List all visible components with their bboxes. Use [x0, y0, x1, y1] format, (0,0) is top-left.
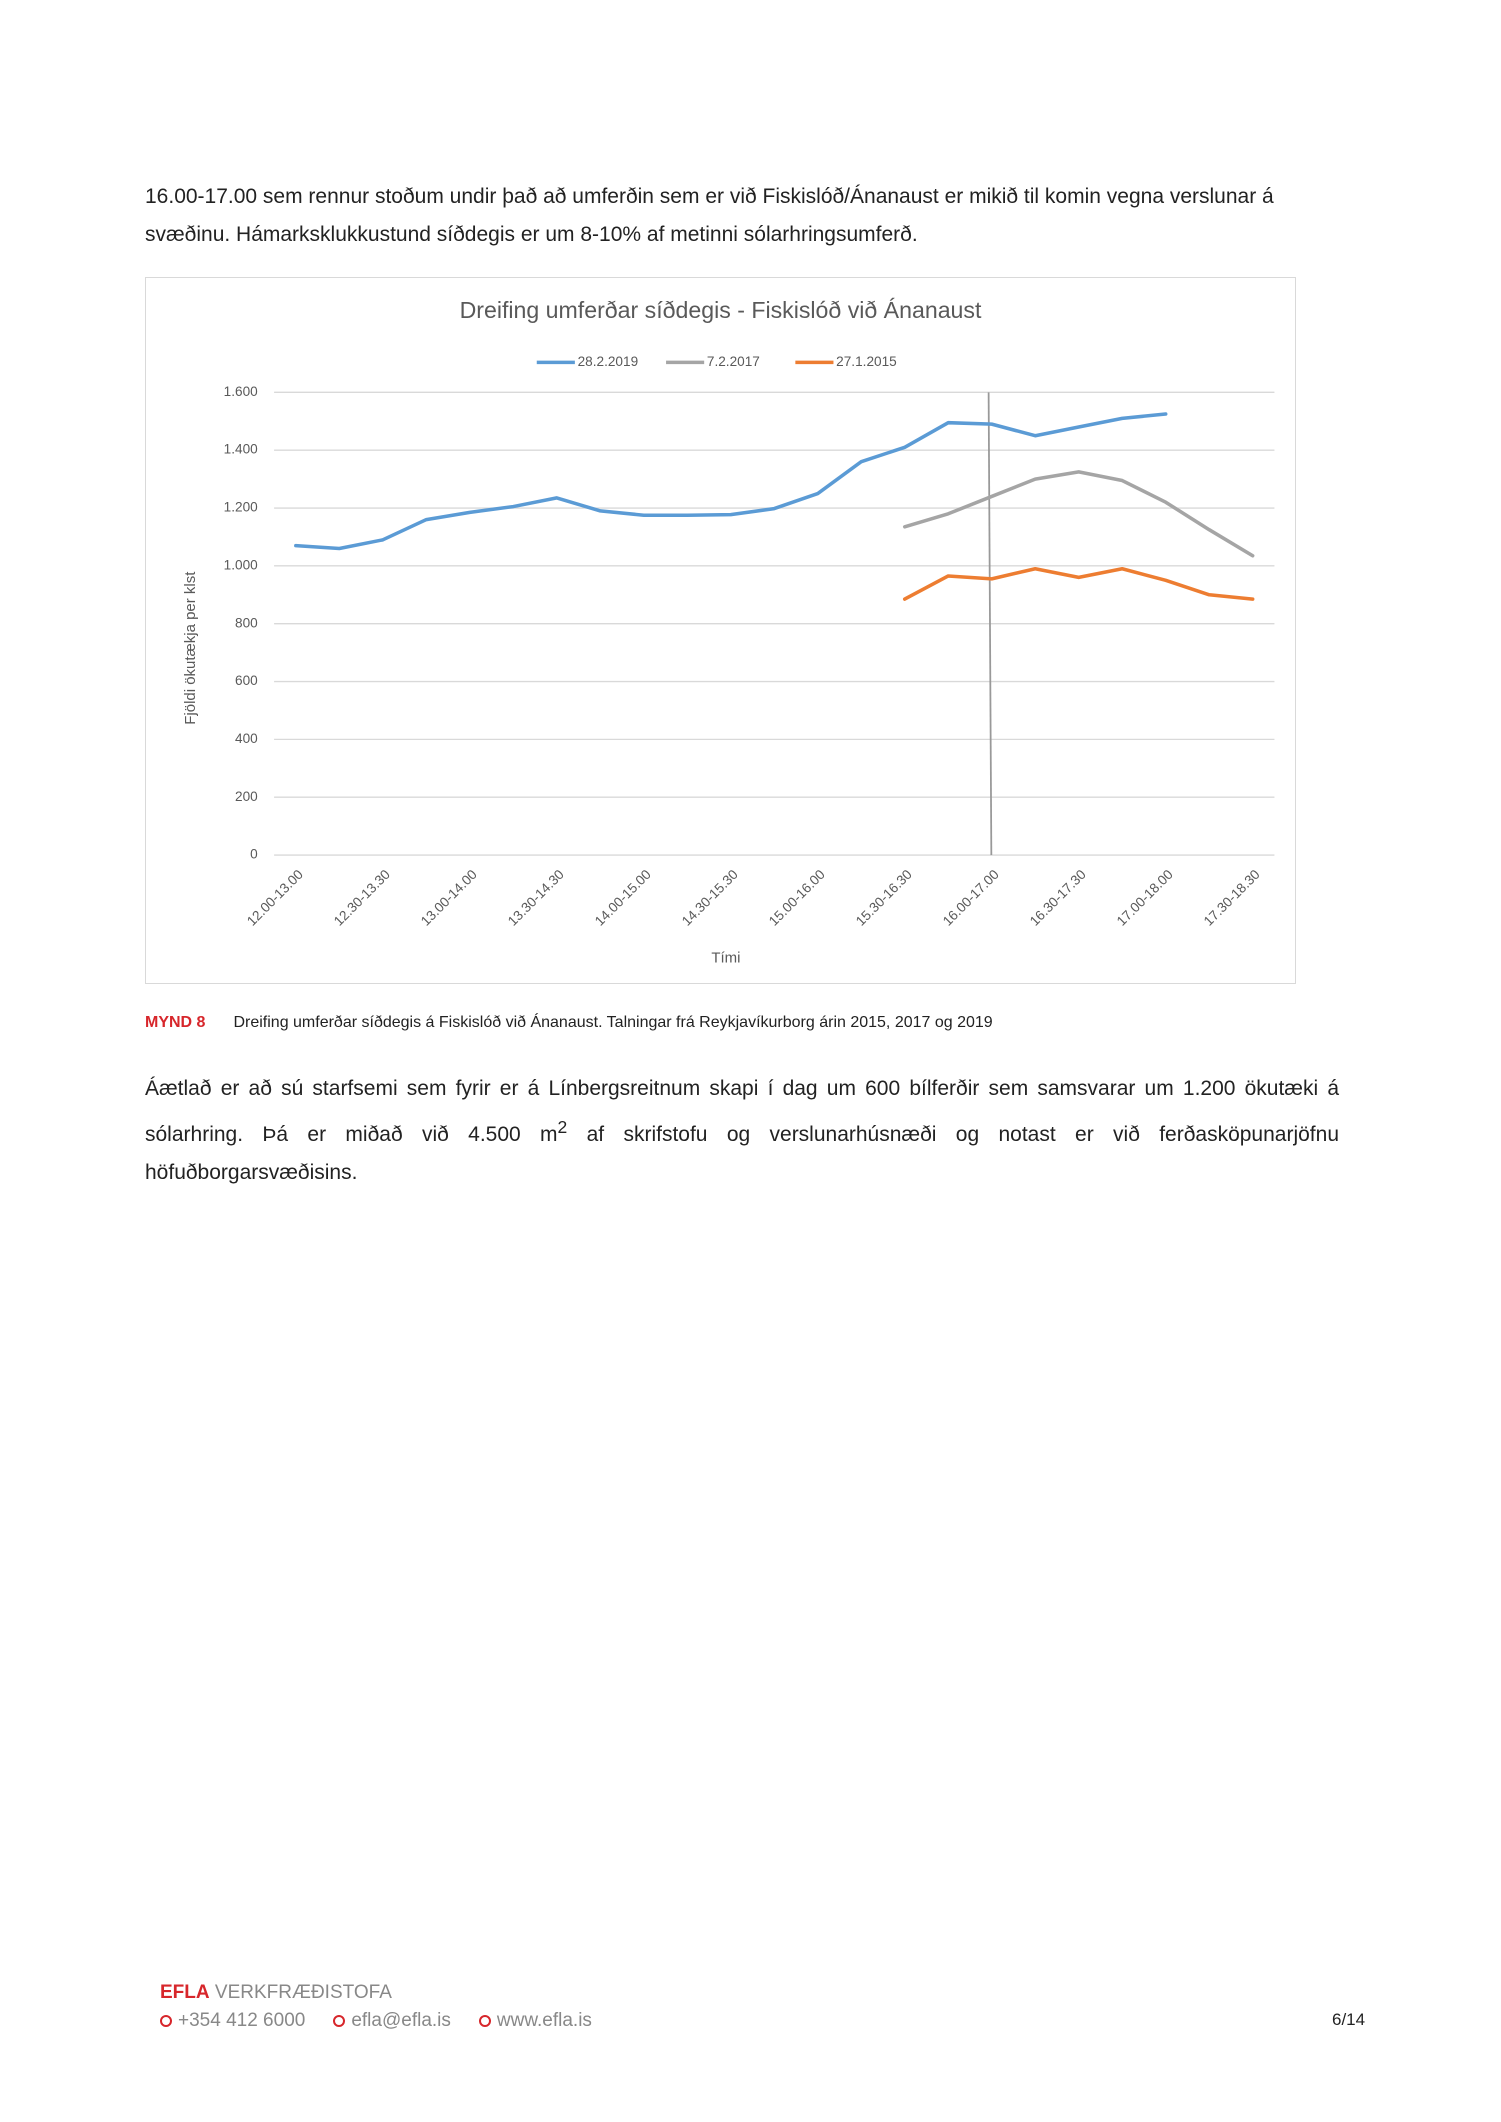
footer-brand: EFLA: [160, 1982, 210, 2003]
paragraph: Áætlað er að sú starfsemi sem fyrir er á…: [145, 1070, 1339, 1192]
y-tick-label: 0: [250, 847, 258, 862]
series-line: [294, 412, 1168, 551]
footer-email: efla@efla.is: [351, 2010, 451, 2031]
x-tick-label: 15.30-16.30: [853, 867, 915, 929]
y-axis-label: Fjöldi ökutækja per klst: [182, 571, 199, 725]
grid: 0 200 400 600 800 1.000 1.200 1.400 1.600 12.00-1…: [224, 384, 1275, 929]
web-icon: [478, 2015, 491, 2027]
legend-label: 7.2.2017: [707, 354, 760, 369]
legend-label: 27.1.2015: [836, 354, 897, 369]
y-tick-label: 1.400: [224, 442, 258, 457]
x-tick-label: 12.00-13.00: [244, 867, 306, 929]
x-tick-label: 17.30-18.30: [1201, 867, 1263, 929]
x-tick-label: 15.00-16.00: [766, 867, 828, 929]
chart: Dreifing umferðar síðdegis - Fiskislóð v…: [145, 277, 1296, 984]
footer-company: VERKFRÆÐISTOFA: [214, 1982, 392, 2003]
chart-title: Dreifing umferðar síðdegis - Fiskislóð v…: [460, 297, 982, 323]
y-tick-label: 600: [235, 673, 258, 688]
x-tick-label: 12.30-13.30: [331, 867, 393, 929]
paragraph-text: Áætlað er að sú starfsemi sem fyrir er á…: [145, 1077, 1339, 1146]
email-icon: [333, 2015, 346, 2027]
page-number: 6/14: [1332, 2010, 1366, 2029]
y-tick-label: 200: [235, 789, 258, 804]
x-tick-label: 16.00-17.00: [940, 867, 1002, 929]
phone-icon: [160, 2015, 172, 2027]
legend-label: 28.2.2019: [578, 354, 639, 369]
footer: EFLA VERKFRÆÐISTOFA +354 412 6000 efla@e…: [160, 1982, 592, 2032]
paragraph: 16.00-17.00 sem rennur stoðum undir það …: [145, 185, 1274, 246]
y-tick-label: 1.600: [224, 384, 258, 399]
series-line: [902, 470, 1255, 558]
x-tick-label: 14.30-15.30: [679, 867, 741, 929]
caption: MYND 8 Dreifing umferðar síðdegis á Fiski…: [145, 1014, 993, 1032]
marker-line: [987, 392, 993, 856]
footer-phone: +354 412 6000: [178, 2010, 306, 2031]
y-tick-label: 800: [235, 615, 258, 630]
footer-web: www.efla.is: [496, 2010, 592, 2031]
x-tick-label: 16.30-17.30: [1027, 867, 1089, 929]
x-tick-label: 13.00-14.00: [418, 867, 480, 929]
y-tick-label: 400: [235, 731, 258, 746]
x-tick-label: 13.30-14.30: [505, 867, 567, 929]
x-axis-label: Tími: [711, 949, 740, 966]
caption-label: MYND 8: [145, 1014, 206, 1031]
y-tick-label: 1.000: [224, 557, 258, 572]
x-tick-label: 14.00-15.00: [592, 867, 654, 929]
plot: 28.2.2019 7.2.2017 27.1.2015: [294, 354, 1255, 601]
superscript: 2: [557, 1117, 568, 1137]
paragraph-text: af skrifstofu og verslunarhúsnæði og not…: [145, 1123, 1340, 1184]
series-line: [902, 566, 1255, 601]
caption-text: Dreifing umferðar síðdegis á Fiskislóð v…: [233, 1014, 993, 1031]
x-tick-label: 17.00-18.00: [1114, 867, 1176, 929]
y-tick-label: 1.200: [224, 500, 258, 515]
